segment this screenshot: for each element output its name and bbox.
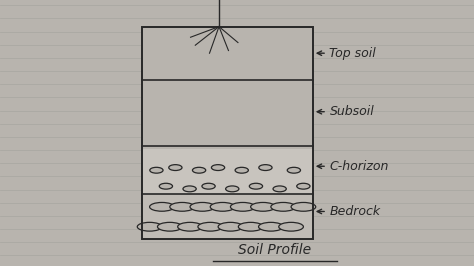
Text: Top soil: Top soil (329, 47, 376, 60)
Text: Subsoil: Subsoil (329, 105, 374, 118)
Ellipse shape (210, 202, 235, 211)
Ellipse shape (192, 167, 206, 173)
Bar (142, 80, 313, 146)
Ellipse shape (297, 183, 310, 189)
Ellipse shape (157, 222, 182, 231)
Ellipse shape (170, 202, 194, 211)
Ellipse shape (273, 186, 286, 192)
Ellipse shape (235, 167, 248, 173)
Ellipse shape (291, 202, 316, 211)
Ellipse shape (238, 222, 263, 231)
Ellipse shape (150, 202, 174, 211)
Ellipse shape (218, 222, 243, 231)
Bar (142, 27, 313, 239)
Ellipse shape (226, 186, 239, 192)
Text: Bedrock: Bedrock (329, 205, 381, 218)
Ellipse shape (211, 165, 225, 171)
Text: C-horizon: C-horizon (329, 160, 389, 173)
Bar (142, 149, 313, 194)
Ellipse shape (249, 183, 263, 189)
Ellipse shape (258, 222, 283, 231)
Ellipse shape (183, 186, 196, 192)
Ellipse shape (202, 183, 215, 189)
Bar (142, 27, 313, 80)
Ellipse shape (150, 167, 163, 173)
Ellipse shape (169, 165, 182, 171)
Ellipse shape (287, 167, 301, 173)
Ellipse shape (178, 222, 202, 231)
Ellipse shape (198, 222, 223, 231)
Ellipse shape (190, 202, 215, 211)
Ellipse shape (251, 202, 275, 211)
Ellipse shape (259, 165, 272, 171)
Ellipse shape (159, 183, 173, 189)
Ellipse shape (271, 202, 295, 211)
Ellipse shape (137, 222, 162, 231)
Text: Soil Profile: Soil Profile (238, 243, 311, 257)
Bar (142, 194, 313, 239)
Ellipse shape (279, 222, 303, 231)
Ellipse shape (230, 202, 255, 211)
